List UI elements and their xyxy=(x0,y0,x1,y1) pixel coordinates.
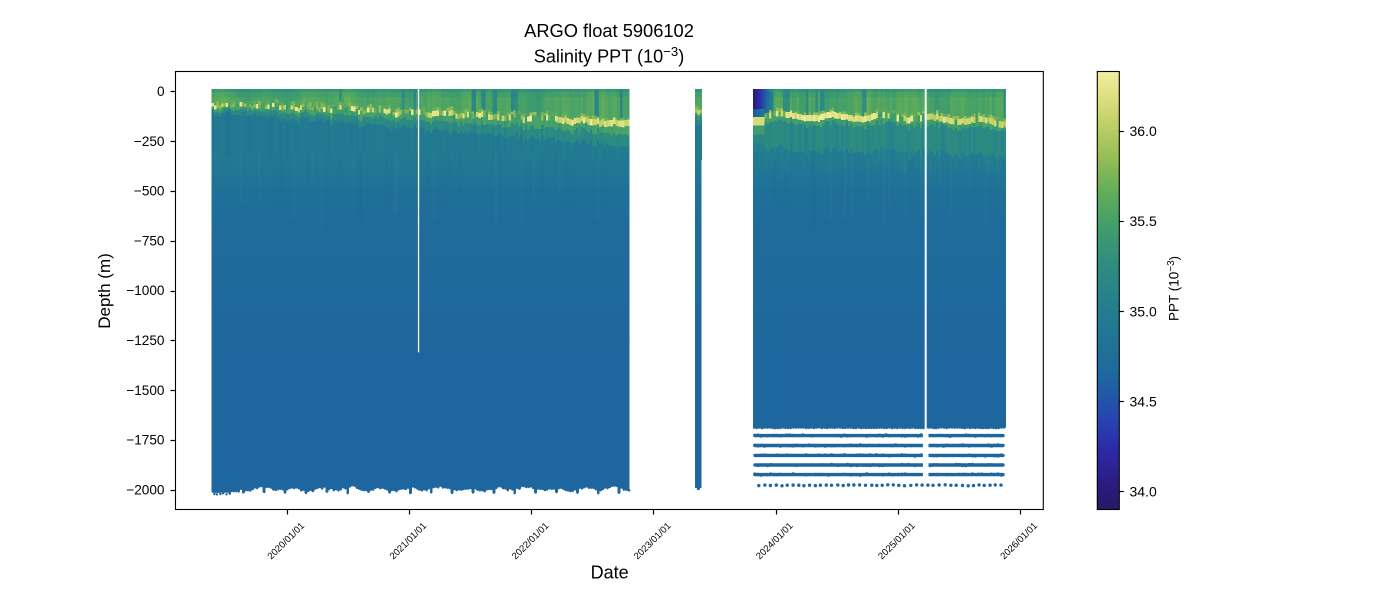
svg-text:−2000: −2000 xyxy=(126,483,165,498)
svg-text:34.5: 34.5 xyxy=(1130,394,1157,410)
svg-text:Date: Date xyxy=(591,563,629,583)
svg-text:Salinity PPT (10−3): Salinity PPT (10−3) xyxy=(534,44,684,67)
svg-text:Depth (m): Depth (m) xyxy=(95,253,114,329)
svg-text:36.0: 36.0 xyxy=(1130,123,1157,139)
svg-text:−1000: −1000 xyxy=(126,283,165,298)
svg-text:−1250: −1250 xyxy=(126,333,165,348)
svg-text:35.5: 35.5 xyxy=(1130,213,1157,229)
svg-text:−1750: −1750 xyxy=(126,433,165,448)
svg-text:−1500: −1500 xyxy=(126,383,165,398)
svg-text:35.0: 35.0 xyxy=(1130,303,1157,319)
svg-text:ARGO float 5906102: ARGO float 5906102 xyxy=(524,20,694,41)
svg-text:−250: −250 xyxy=(134,134,165,149)
svg-text:−750: −750 xyxy=(134,233,165,248)
svg-text:34.0: 34.0 xyxy=(1130,484,1157,500)
svg-text:−500: −500 xyxy=(134,184,165,199)
svg-text:0: 0 xyxy=(157,84,165,99)
